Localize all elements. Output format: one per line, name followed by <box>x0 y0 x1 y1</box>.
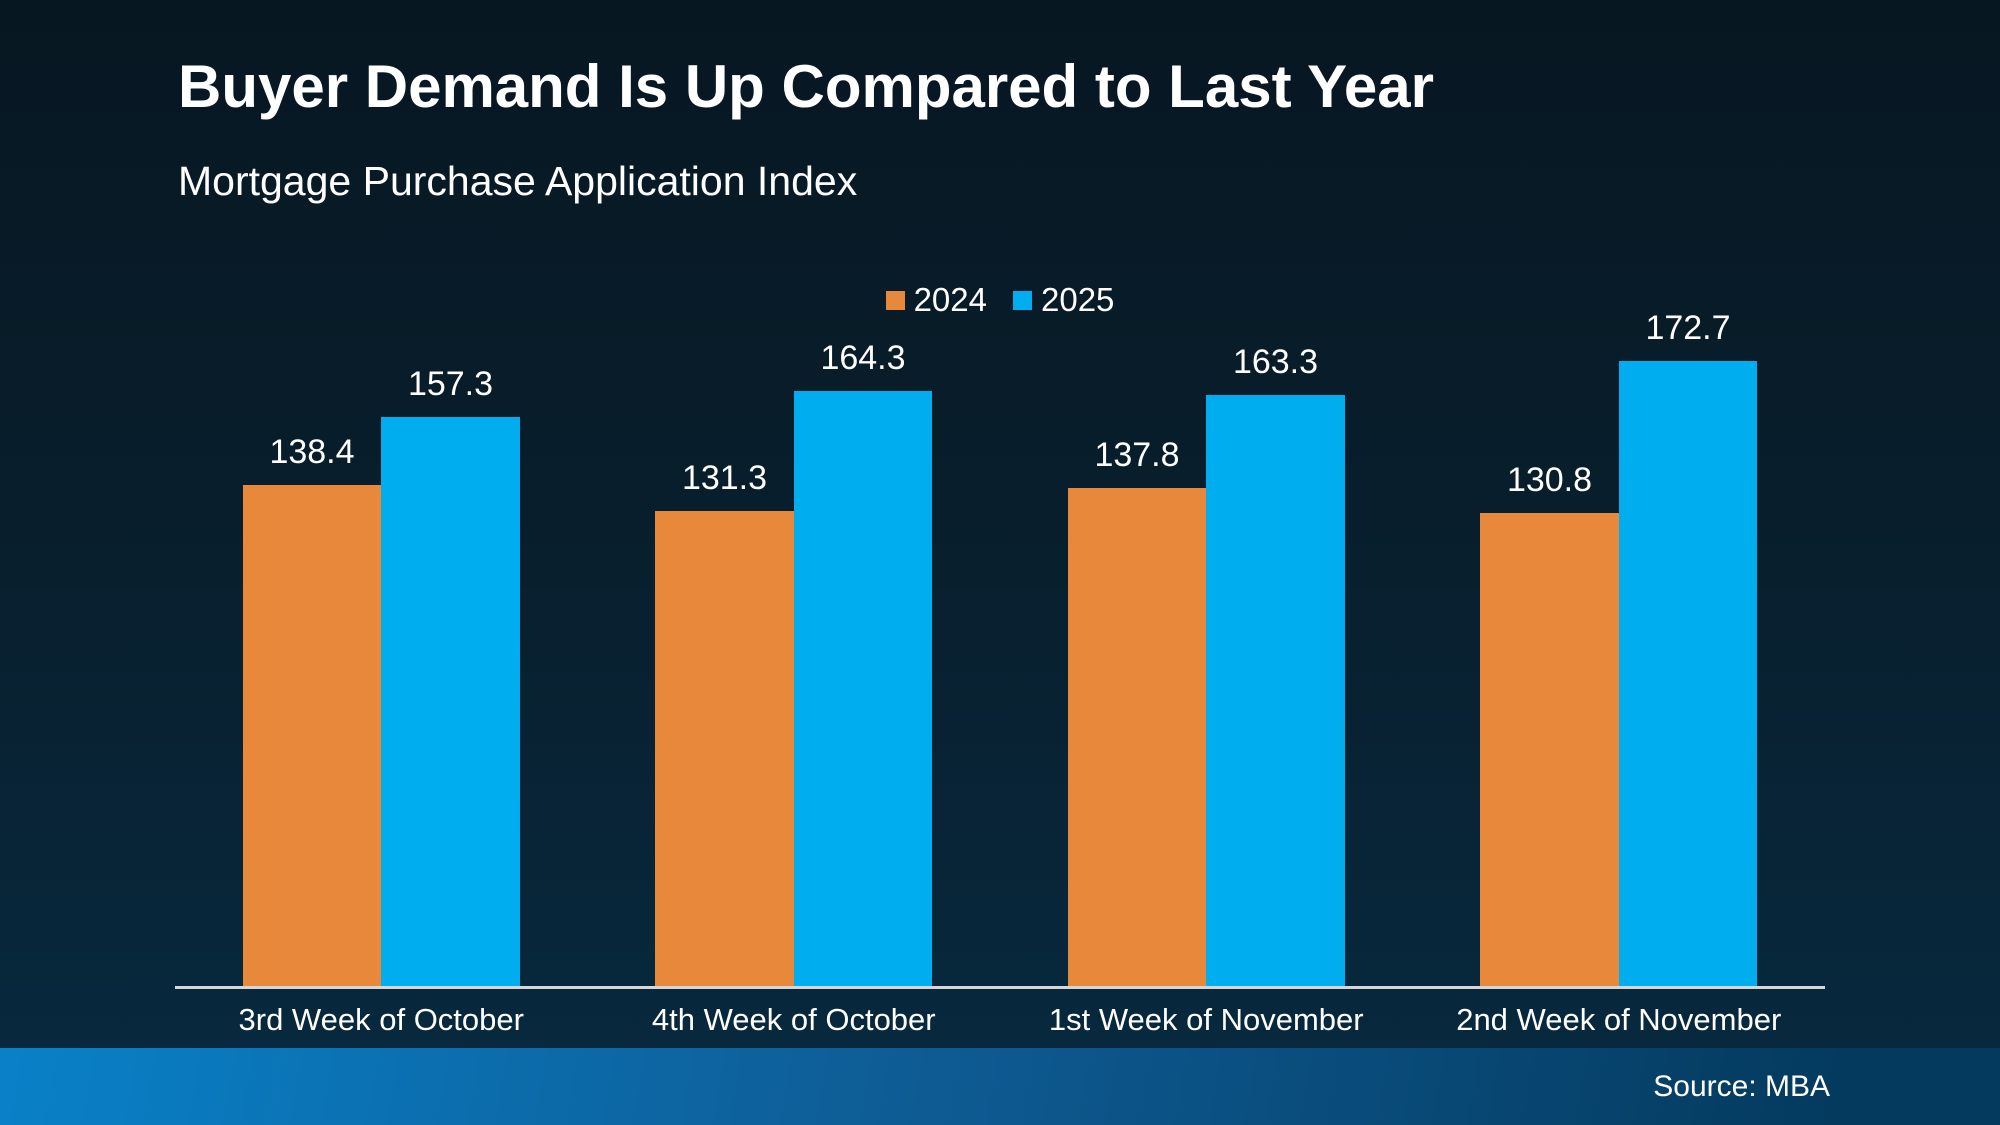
legend-label-2025: 2025 <box>1041 281 1115 318</box>
bar-wrap-2024-2: 131.3 <box>655 298 794 988</box>
legend-item-2024: 2024 <box>885 281 987 319</box>
bar-group-4: 130.8 172.7 <box>1413 298 1826 988</box>
bar-wrap-2024-1: 138.4 <box>242 298 382 988</box>
bar-value-label-2024-2: 131.3 <box>681 459 768 498</box>
bar-wrap-2024-3: 137.8 <box>1067 298 1207 988</box>
category-label-4: 2nd Week of November <box>1456 1002 1782 1037</box>
category-label-3: 1st Week of November <box>1048 1002 1364 1037</box>
legend-swatch-2025 <box>1013 290 1032 310</box>
page-title: Buyer Demand Is Up Compared to Last Year <box>178 53 1434 120</box>
source-attribution: Source: MBA <box>1653 1069 1830 1103</box>
bar-wrap-2025-4: 172.7 <box>1618 298 1758 988</box>
category-label-1: 3rd Week of October <box>238 1002 524 1037</box>
legend: 2024 2025 <box>0 281 2000 319</box>
bar-value-label-2024-3: 137.8 <box>1094 435 1180 474</box>
bar-value-label-2025-4: 172.7 <box>1645 308 1731 347</box>
legend-swatch-2024 <box>885 290 905 310</box>
bar-wrap-2024-4: 130.8 <box>1480 298 1619 988</box>
bar-2025-3 <box>1206 394 1345 988</box>
bar-wrap-2025-1: 157.3 <box>381 298 520 988</box>
bar-2024-2 <box>655 511 794 988</box>
bar-group-1: 138.4 157.3 <box>175 298 588 988</box>
page-subtitle: Mortgage Purchase Application Index <box>178 158 858 204</box>
category-axis: 3rd Week of October 4th Week of October 1s… <box>175 1002 1825 1038</box>
bar-wrap-2025-2: 164.3 <box>793 298 933 988</box>
bar-group-2: 131.3 164.3 <box>588 298 1001 988</box>
plot-area: 138.4 157.3 131.3 164.3 137.8 163.3 130.8 172.7 <box>175 298 1825 988</box>
bar-value-label-2025-2: 164.3 <box>820 339 906 378</box>
bar-2024-4 <box>1480 513 1619 988</box>
bar-2025-1 <box>381 416 520 988</box>
legend-label-2024: 2024 <box>913 281 987 318</box>
bar-2025-4 <box>1618 360 1758 988</box>
bar-2025-2 <box>793 391 933 988</box>
x-axis-line <box>175 986 1825 989</box>
legend-item-2025: 2025 <box>1013 281 1114 319</box>
bar-value-label-2024-4: 130.8 <box>1506 461 1593 499</box>
footer-bar: Source: MBA <box>0 1048 2000 1125</box>
bar-value-label-2025-1: 157.3 <box>407 364 494 403</box>
bar-value-label-2024-1: 138.4 <box>269 433 355 472</box>
category-label-2: 4th Week of October <box>651 1002 936 1037</box>
bar-group-3: 137.8 163.3 <box>1000 298 1413 988</box>
bar-wrap-2025-3: 163.3 <box>1206 298 1345 988</box>
bar-value-label-2025-3: 163.3 <box>1232 342 1319 381</box>
bar-2024-1 <box>242 485 382 988</box>
bar-2024-3 <box>1067 487 1207 988</box>
